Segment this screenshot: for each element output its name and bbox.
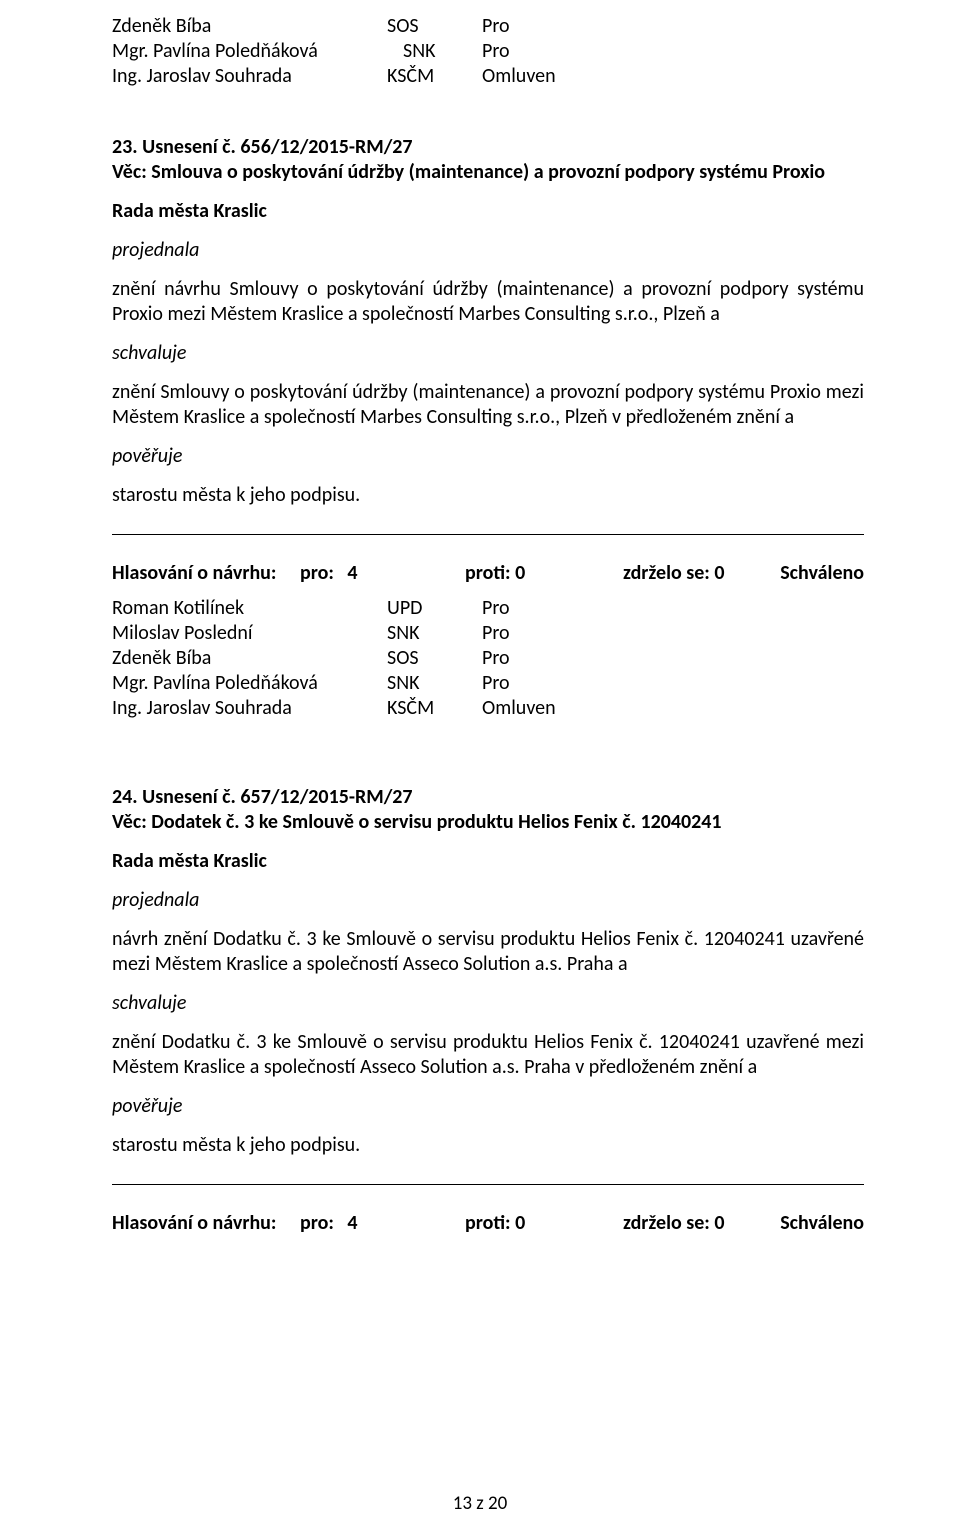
member-vote: Omluven xyxy=(482,696,556,721)
member-vote: Pro xyxy=(482,621,510,646)
resolution-number: 24. Usnesení č. 657/12/2015-RM/27 xyxy=(112,785,864,810)
vote-proti: proti: 0 xyxy=(465,561,623,586)
paragraph: starostu města k jeho podpisu. xyxy=(112,1133,864,1158)
table-row: Ing. Jaroslav Souhrada KSČM Omluven xyxy=(112,696,864,721)
member-name: Ing. Jaroslav Souhrada xyxy=(112,696,387,721)
council-label: Rada města Kraslic xyxy=(112,199,864,224)
member-vote: Pro xyxy=(482,646,510,671)
action-label: projednala xyxy=(112,888,864,913)
member-party: SOS xyxy=(387,646,482,671)
member-name: Roman Kotilínek xyxy=(112,596,387,621)
vote-label: Hlasování o návrhu: xyxy=(112,561,300,586)
member-name: Miloslav Poslední xyxy=(112,621,387,646)
action-label: pověřuje xyxy=(112,1094,864,1119)
member-party: KSČM xyxy=(387,696,482,721)
table-row: Roman Kotilínek UPD Pro xyxy=(112,596,864,621)
paragraph: znění návrhu Smlouvy o poskytování údržb… xyxy=(112,277,864,327)
vote-zdrzelo: zdrželo se: 0 xyxy=(623,1211,780,1236)
resolution-subject: Věc: Dodatek č. 3 ke Smlouvě o servisu p… xyxy=(112,810,864,835)
vote-pro: pro: 4 xyxy=(300,1211,465,1236)
vote-label: Hlasování o návrhu: xyxy=(112,1211,300,1236)
divider xyxy=(112,1184,864,1185)
table-row: Zdeněk Bíba SOS Pro xyxy=(112,14,864,39)
council-label: Rada města Kraslic xyxy=(112,849,864,874)
resolution-subject: Věc: Smlouva o poskytování údržby (maint… xyxy=(112,160,864,185)
vote-proti: proti: 0 xyxy=(465,1211,623,1236)
resolution-number: 23. Usnesení č. 656/12/2015-RM/27 xyxy=(112,135,864,160)
table-row: Miloslav Poslední SNK Pro xyxy=(112,621,864,646)
vote-pro: pro: 4 xyxy=(300,561,465,586)
member-list: Roman Kotilínek UPD Pro Miloslav Posledn… xyxy=(112,586,864,721)
vote-summary: Hlasování o návrhu: pro: 4 proti: 0 zdrž… xyxy=(112,1211,864,1236)
vote-zdrzelo: zdrželo se: 0 xyxy=(623,561,780,586)
page: Zdeněk Bíba SOS Pro Mgr. Pavlína Poledňá… xyxy=(0,0,960,1537)
paragraph: znění Dodatku č. 3 ke Smlouvě o servisu … xyxy=(112,1030,864,1080)
action-label: schvaluje xyxy=(112,991,864,1016)
table-row: Ing. Jaroslav Souhrada KSČM Omluven xyxy=(112,64,864,89)
member-name: Mgr. Pavlína Poledňáková xyxy=(112,671,387,696)
paragraph: znění Smlouvy o poskytování údržby (main… xyxy=(112,380,864,430)
member-name: Mgr. Pavlína Poledňáková xyxy=(112,39,387,64)
vote-result: Schváleno xyxy=(780,561,864,586)
member-list-top: Zdeněk Bíba SOS Pro Mgr. Pavlína Poledňá… xyxy=(112,14,864,89)
member-party: UPD xyxy=(387,596,482,621)
table-row: Mgr. Pavlína Poledňáková SNK Pro xyxy=(112,39,864,64)
divider xyxy=(112,534,864,535)
table-row: Zdeněk Bíba SOS Pro xyxy=(112,646,864,671)
member-name: Zdeněk Bíba xyxy=(112,14,387,39)
member-vote: Pro xyxy=(482,671,510,696)
member-vote: Omluven xyxy=(482,64,556,89)
paragraph: návrh znění Dodatku č. 3 ke Smlouvě o se… xyxy=(112,927,864,977)
action-label: pověřuje xyxy=(112,444,864,469)
vote-summary: Hlasování o návrhu: pro: 4 proti: 0 zdrž… xyxy=(112,561,864,586)
action-label: projednala xyxy=(112,238,864,263)
member-party: SOS xyxy=(387,14,482,39)
member-vote: Pro xyxy=(482,14,510,39)
member-vote: Pro xyxy=(482,596,510,621)
action-label: schvaluje xyxy=(112,341,864,366)
member-name: Ing. Jaroslav Souhrada xyxy=(112,64,387,89)
table-row: Mgr. Pavlína Poledňáková SNK Pro xyxy=(112,671,864,696)
member-party: KSČM xyxy=(387,64,482,89)
vote-result: Schváleno xyxy=(780,1211,864,1236)
member-vote: Pro xyxy=(482,39,510,64)
member-party: SNK xyxy=(387,39,482,64)
page-number: 13 z 20 xyxy=(0,1492,960,1515)
member-party: SNK xyxy=(387,621,482,646)
member-name: Zdeněk Bíba xyxy=(112,646,387,671)
member-party: SNK xyxy=(387,671,482,696)
paragraph: starostu města k jeho podpisu. xyxy=(112,483,864,508)
